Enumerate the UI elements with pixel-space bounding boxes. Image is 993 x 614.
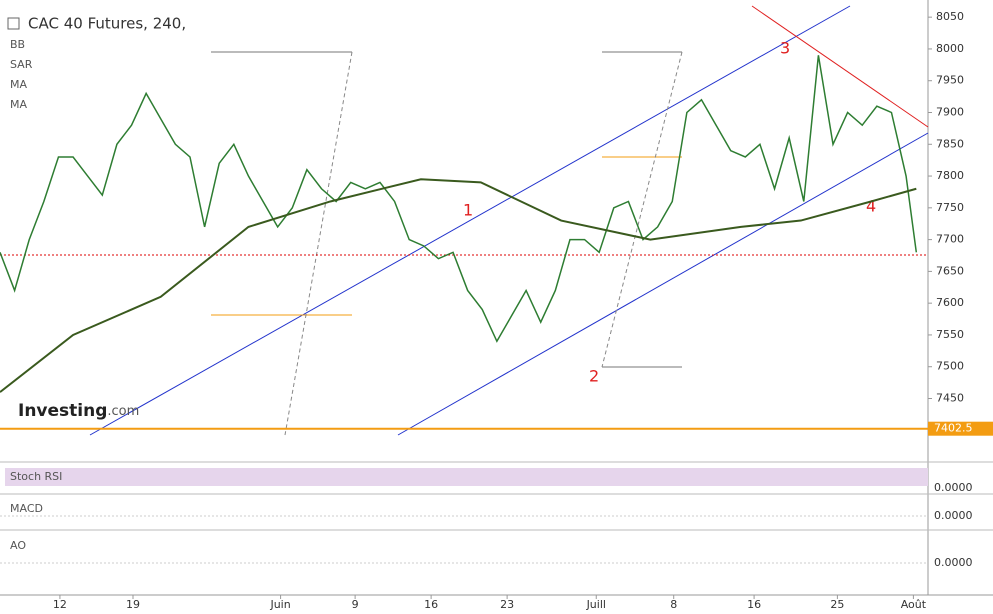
y-tick-label: 7500 <box>936 360 964 373</box>
indicator-label[interactable]: SAR <box>10 58 33 71</box>
x-tick-label: 16 <box>424 598 438 611</box>
panel-zero: 0.0000 <box>934 556 973 569</box>
level-label: 7402.5 <box>934 422 973 435</box>
collapse-icon[interactable] <box>7 17 20 30</box>
x-tick-label: 19 <box>126 598 140 611</box>
indicator-label[interactable]: MA <box>10 78 27 91</box>
trend-line <box>751 5 929 128</box>
channel-line <box>89 5 851 436</box>
moving-average <box>0 178 917 393</box>
x-tick-label: 8 <box>670 598 677 611</box>
y-tick-label: 8000 <box>936 42 964 55</box>
y-tick-label: 7850 <box>936 137 964 150</box>
x-tick-label: 25 <box>830 598 844 611</box>
panel-zero: 0.0000 <box>934 509 973 522</box>
channel-line <box>397 132 929 436</box>
y-tick-label: 7950 <box>936 74 964 87</box>
panel-label: AO <box>10 539 26 552</box>
x-tick-label: 9 <box>352 598 359 611</box>
y-tick-label: 7450 <box>936 392 964 405</box>
level-tag <box>928 421 993 436</box>
panel-label: Stoch RSI <box>10 470 62 483</box>
x-tick-label: Juin <box>269 598 290 611</box>
wave-label: 1 <box>463 201 473 220</box>
x-tick-label: 23 <box>500 598 514 611</box>
y-tick-label: 7700 <box>936 233 964 246</box>
y-tick-label: 8050 <box>936 10 964 23</box>
x-tick-label: 12 <box>53 598 67 611</box>
x-tick-label: Août <box>901 598 927 611</box>
x-tick-label: 16 <box>747 598 761 611</box>
panel-zero: 0.0000 <box>934 481 973 494</box>
wave-label: 4 <box>866 197 876 216</box>
wave-label: 2 <box>589 367 599 386</box>
panel-band <box>5 468 928 486</box>
y-tick-label: 7650 <box>936 264 964 277</box>
wave-label: 3 <box>780 39 790 58</box>
indicator-label[interactable]: BB <box>10 38 25 51</box>
indicator-label[interactable]: MA <box>10 98 27 111</box>
fib-line <box>284 51 353 436</box>
y-tick-label: 7800 <box>936 169 964 182</box>
y-tick-label: 7900 <box>936 105 964 118</box>
y-tick-label: 7600 <box>936 296 964 309</box>
fib-line <box>601 51 683 368</box>
y-tick-label: 7750 <box>936 201 964 214</box>
price-line <box>0 55 918 343</box>
x-tick-label: Juill <box>586 598 606 611</box>
brand: Investing.com <box>18 401 139 421</box>
y-tick-label: 7550 <box>936 328 964 341</box>
panel-label: MACD <box>10 502 43 515</box>
chart-title: CAC 40 Futures, 240, <box>28 15 186 33</box>
